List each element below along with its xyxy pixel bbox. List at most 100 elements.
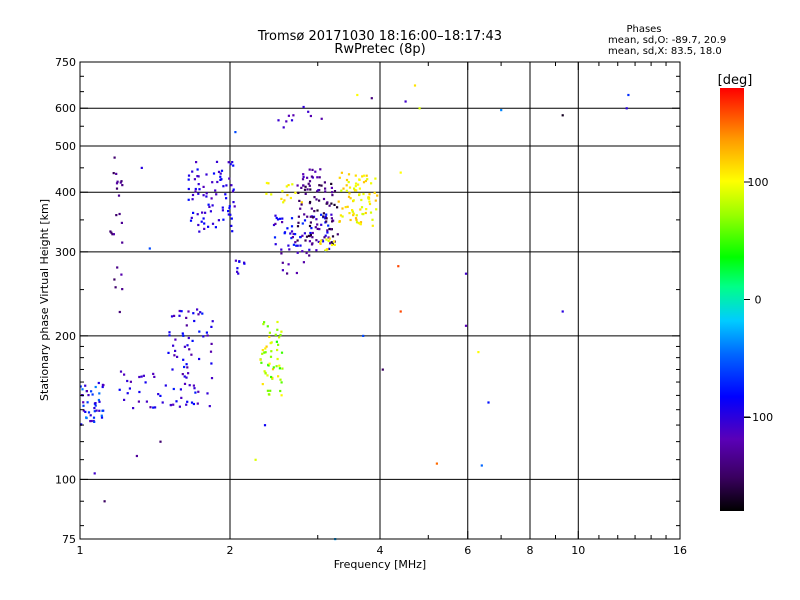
data-point	[197, 390, 200, 393]
phase-x-stats: mean, sd,X: 83.5, 18.0	[608, 46, 722, 57]
data-point	[118, 310, 121, 314]
data-point	[214, 226, 217, 229]
data-point	[194, 190, 197, 193]
data-point	[173, 354, 176, 357]
data-point	[190, 216, 193, 219]
data-point	[303, 219, 307, 222]
data-point	[366, 178, 369, 181]
data-point	[231, 161, 234, 164]
data-point	[272, 223, 276, 227]
data-point	[299, 244, 302, 247]
data-point	[197, 183, 200, 186]
data-point	[320, 117, 323, 120]
data-point	[234, 131, 237, 134]
data-point	[237, 272, 240, 275]
data-point	[309, 200, 312, 204]
data-point	[132, 407, 135, 410]
data-point	[290, 225, 294, 228]
data-point	[280, 252, 283, 255]
data-point	[211, 222, 215, 225]
data-point	[123, 398, 126, 401]
data-point	[205, 195, 208, 198]
data-point	[320, 223, 323, 226]
data-point	[93, 402, 96, 405]
data-point	[309, 221, 312, 224]
data-point	[220, 169, 224, 172]
data-point	[182, 358, 185, 361]
data-point	[270, 375, 273, 379]
y-tick-label: 500	[55, 140, 76, 153]
data-point	[85, 390, 88, 393]
data-point	[341, 207, 344, 210]
data-point	[311, 236, 314, 239]
data-point	[93, 420, 96, 423]
colorbar-tick-label: 100	[748, 176, 769, 189]
data-point	[323, 236, 326, 239]
data-point	[358, 178, 361, 181]
data-point	[349, 197, 352, 200]
data-point	[362, 174, 366, 177]
y-tick-label: 200	[55, 330, 76, 343]
colorbar	[720, 88, 744, 511]
data-point	[168, 331, 171, 334]
data-point	[318, 176, 321, 179]
data-point	[480, 464, 483, 467]
data-point	[118, 212, 121, 216]
data-point	[303, 188, 307, 191]
data-point	[296, 184, 299, 187]
data-point	[352, 214, 355, 217]
data-point	[313, 196, 316, 199]
data-point	[308, 240, 311, 243]
data-point	[330, 241, 333, 244]
data-point	[230, 217, 233, 220]
data-point	[197, 175, 200, 178]
data-point	[325, 238, 328, 241]
y-tick-label: 750	[55, 56, 76, 69]
data-point	[271, 368, 275, 371]
data-point	[217, 219, 220, 222]
data-point	[360, 198, 363, 202]
data-point	[307, 182, 310, 185]
data-point	[228, 207, 231, 210]
data-point	[336, 233, 339, 236]
data-point	[345, 189, 348, 192]
data-point	[192, 384, 195, 387]
data-point	[281, 190, 284, 193]
x-tick-label: 6	[464, 544, 471, 557]
data-point	[264, 351, 267, 354]
data-point	[84, 410, 87, 413]
data-point	[278, 367, 281, 370]
chart-title-line2: RwPretec (8p)	[334, 42, 425, 57]
data-point	[219, 172, 222, 175]
data-point	[345, 184, 348, 187]
data-point	[399, 171, 402, 174]
data-point	[272, 366, 275, 369]
data-point	[172, 387, 175, 391]
data-point	[181, 332, 184, 335]
data-point	[197, 223, 200, 227]
data-point	[183, 365, 186, 369]
data-point	[287, 184, 290, 187]
data-point	[198, 188, 201, 191]
data-point	[267, 363, 270, 366]
data-point	[413, 84, 417, 87]
data-point	[90, 390, 93, 393]
x-axis-ticks: 1 2 4 6 8 10 16	[77, 62, 687, 557]
data-point	[302, 105, 305, 109]
data-point	[355, 218, 358, 221]
data-point	[187, 187, 190, 191]
data-point	[214, 189, 217, 192]
data-point	[113, 278, 116, 281]
data-point	[279, 389, 282, 393]
data-point	[279, 217, 282, 220]
data-point	[116, 266, 119, 269]
data-point	[300, 186, 303, 189]
data-point	[152, 372, 155, 375]
data-point	[310, 227, 313, 230]
data-point	[291, 236, 294, 239]
data-point	[306, 188, 309, 191]
data-point	[283, 199, 286, 202]
data-point	[315, 198, 318, 201]
data-point	[196, 213, 199, 216]
data-point	[346, 205, 349, 208]
